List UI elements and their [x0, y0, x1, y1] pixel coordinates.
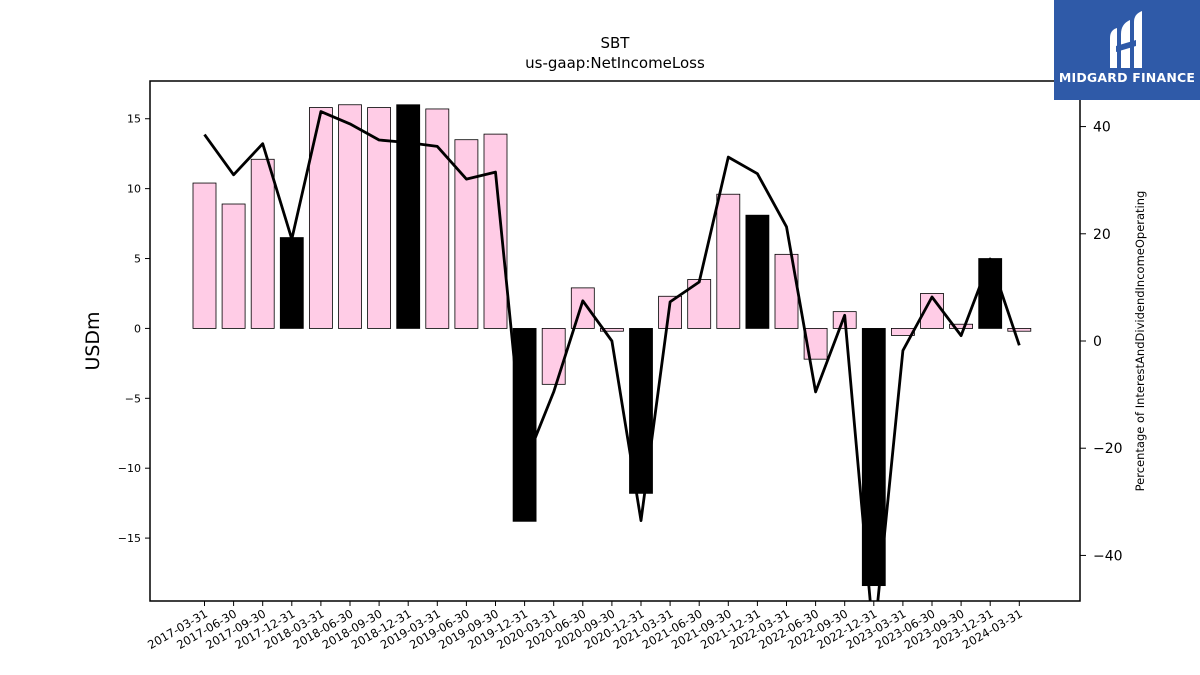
chart-title: SBT — [601, 34, 631, 52]
y-tick-label: 5 — [134, 253, 141, 266]
bar — [716, 193, 741, 329]
bar — [250, 158, 275, 329]
plot-frame — [149, 80, 1081, 602]
bar — [425, 108, 450, 329]
y-axis-label: USDm — [82, 311, 104, 370]
y-tick-label: −10 — [118, 462, 141, 475]
bar — [745, 214, 770, 329]
brand-name: MIDGARD FINANCE — [1058, 70, 1196, 85]
bar — [483, 133, 508, 329]
midgard-logo-icon — [1110, 11, 1142, 68]
y2-tick-label: −40 — [1093, 548, 1123, 564]
bar — [338, 104, 362, 329]
line-series-path — [203, 110, 1021, 601]
y2-axis-label: Percentage of InterestAndDividendIncomeO… — [1133, 191, 1147, 492]
bar — [949, 323, 973, 329]
y2-tick-label: −20 — [1093, 441, 1123, 457]
y-tick-label: −15 — [118, 532, 141, 545]
y2-tick-label: 40 — [1093, 120, 1111, 136]
y-tick-label: 15 — [127, 113, 141, 126]
bar-series — [192, 104, 1032, 587]
bar — [454, 139, 479, 329]
bar — [600, 328, 624, 332]
bar — [978, 258, 1003, 329]
bar — [541, 328, 566, 385]
chart-subtitle: us-gaap:NetIncomeLoss — [525, 54, 705, 72]
bar — [279, 237, 304, 329]
bar — [1007, 328, 1032, 332]
bar — [512, 328, 537, 522]
bar — [192, 182, 217, 329]
bar — [221, 203, 246, 329]
x-axis: 2017-03-312017-06-302017-09-302017-12-31… — [145, 601, 1025, 652]
y-axis: −15 −10 −5 0 5 10 15 — [118, 113, 150, 545]
line-series — [203, 110, 1021, 601]
y2-axis: −40 −20 0 20 40 — [1080, 120, 1123, 564]
bar — [308, 107, 333, 329]
y-tick-label: 0 — [134, 322, 141, 335]
y-tick-label: −5 — [125, 392, 141, 405]
bar — [396, 104, 421, 329]
bar — [629, 328, 653, 494]
y2-tick-label: 0 — [1093, 334, 1102, 350]
brand-logo: MIDGARD FINANCE — [1054, 0, 1200, 100]
y2-tick-label: 20 — [1093, 227, 1111, 243]
bar — [861, 328, 886, 587]
y-tick-label: 10 — [127, 183, 141, 196]
bar — [367, 107, 392, 329]
